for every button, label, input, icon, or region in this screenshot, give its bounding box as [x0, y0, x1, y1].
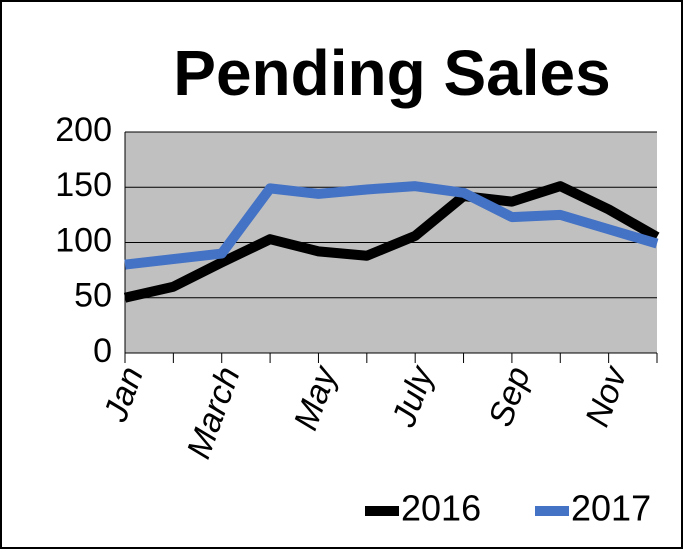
y-tick-label: 100	[55, 221, 112, 259]
series-line	[124, 181, 659, 270]
y-tick-label: 0	[93, 332, 112, 370]
y-tick-label: 150	[55, 166, 112, 204]
y-tick-label: 50	[74, 277, 112, 315]
legend-label: 2016	[401, 488, 481, 529]
chart-title: Pending Sales	[173, 37, 610, 109]
series-line	[123, 181, 660, 303]
y-tick-label: 200	[55, 111, 112, 149]
legend-label: 2017	[571, 488, 651, 529]
